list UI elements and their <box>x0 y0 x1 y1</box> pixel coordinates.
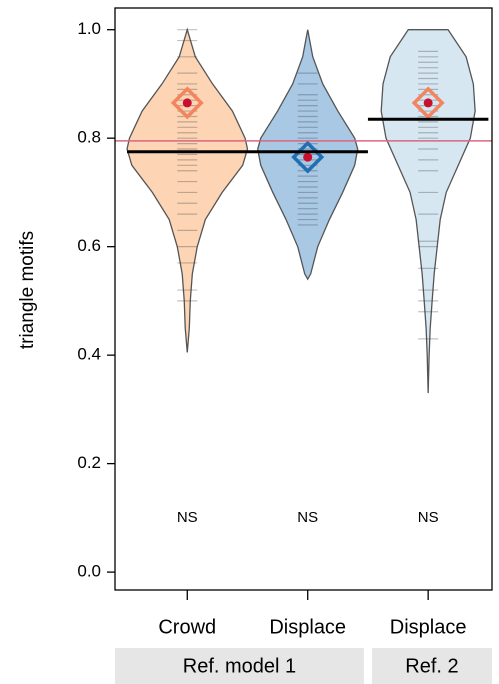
y-tick-label: 0.8 <box>77 128 101 147</box>
y-tick-label: 1.0 <box>77 19 101 38</box>
annotation: NS <box>418 509 439 526</box>
mean-dot <box>303 152 313 162</box>
mean-diamond <box>170 86 204 120</box>
x-tick-label: Displace <box>269 616 346 638</box>
group-box <box>115 648 364 684</box>
mean-dot <box>182 98 192 108</box>
x-tick-label: Crowd <box>158 616 216 638</box>
violin <box>126 27 249 353</box>
plot-frame <box>114 7 493 591</box>
annotation: NS <box>297 509 318 526</box>
x-tick-label: Displace <box>390 616 467 638</box>
y-tick-label: 0.2 <box>77 453 101 472</box>
annotation: NS <box>177 509 198 526</box>
y-tick-label: 0.6 <box>77 236 101 255</box>
group-label: Ref. model 1 <box>183 655 296 677</box>
y-tick-label: 0.0 <box>77 562 101 581</box>
group-label: Ref. 2 <box>405 655 458 677</box>
y-axis-label: triangle motifs <box>17 231 38 349</box>
mean-dot <box>423 98 433 108</box>
group-box <box>371 648 492 684</box>
mean-diamond <box>411 86 445 120</box>
y-tick-label: 0.4 <box>77 345 101 364</box>
